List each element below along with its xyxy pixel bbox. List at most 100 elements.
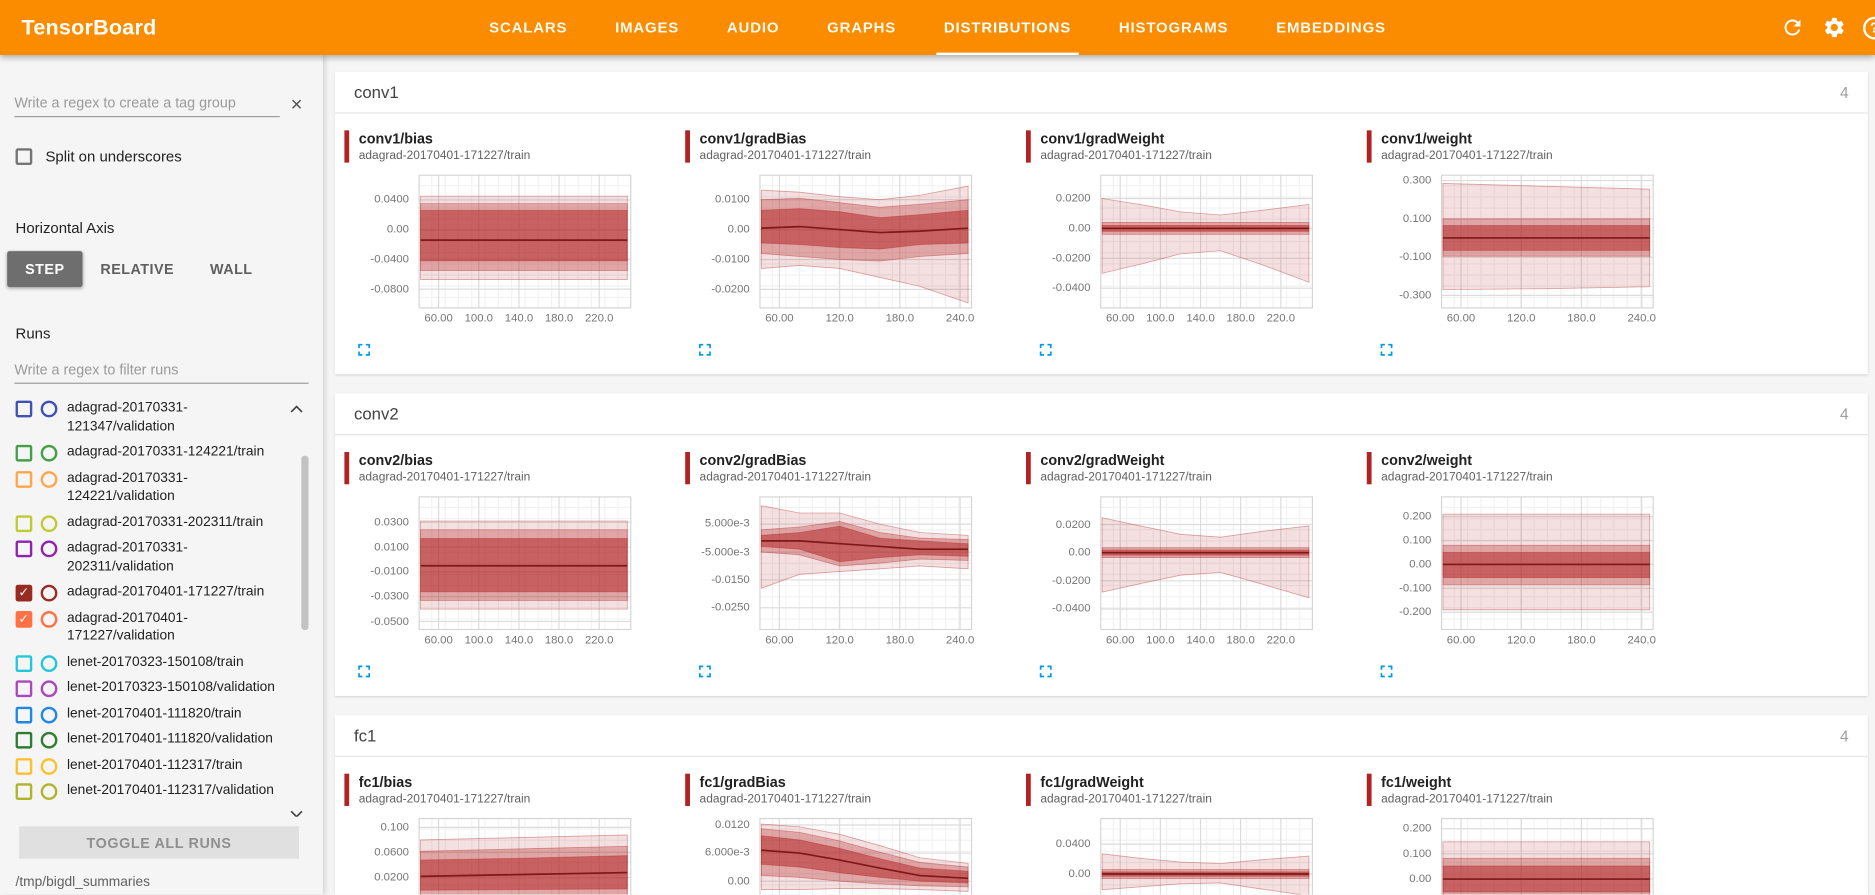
run-checkbox[interactable] (15, 514, 33, 532)
axis-button-step[interactable]: STEP (7, 251, 83, 287)
run-item[interactable]: adagrad-20170331-124221/train (15, 440, 280, 466)
run-radio[interactable] (40, 400, 58, 418)
x-tick-label: 60.00 (424, 312, 453, 326)
settings-icon[interactable] (1821, 14, 1847, 40)
run-item[interactable]: ✓ adagrad-20170401-171227/train (15, 580, 280, 606)
run-radio[interactable] (40, 783, 58, 801)
chart-run-label: adagrad-20170401-171227/train (1040, 792, 1212, 806)
help-icon[interactable]: ? (1863, 16, 1875, 39)
chart-header: conv2/gradBias adagrad-20170401-171227/tr… (685, 452, 1026, 485)
run-checkbox[interactable] (15, 757, 33, 775)
y-axis-labels: 0.300 0.100 -0.100 -0.300 (1367, 174, 1441, 309)
run-checkbox[interactable] (15, 654, 33, 672)
run-radio[interactable] (40, 470, 58, 488)
run-radio[interactable] (40, 654, 58, 672)
section-header-conv2[interactable]: conv2 4 (334, 393, 1868, 436)
tab-audio[interactable]: AUDIO (726, 19, 780, 36)
chart-card-conv2-gradWeight: conv2/gradWeight adagrad-20170401-171227/… (1025, 452, 1367, 682)
split-underscores-row[interactable]: Split on underscores (15, 148, 309, 166)
scroll-up-icon[interactable] (289, 398, 303, 413)
section-header-fc1[interactable]: fc1 4 (334, 715, 1868, 757)
sidebar: × Split on underscores Horizontal Axis S… (0, 55, 323, 895)
run-item[interactable]: lenet-20170401-112317/validation (15, 779, 280, 805)
expand-icon[interactable] (695, 340, 715, 360)
tag-group-regex-input[interactable] (14, 89, 280, 118)
section-header-conv1[interactable]: conv1 4 (334, 72, 1868, 114)
x-axis-labels: 60.00 100.0 140.0 180.0 220.0 (1100, 309, 1313, 328)
run-radio[interactable] (40, 680, 58, 698)
run-label: adagrad-20170401-171227/train (66, 584, 265, 600)
run-checkbox[interactable] (15, 783, 33, 801)
expand-icon[interactable] (1376, 340, 1396, 360)
run-color-bar (685, 452, 690, 485)
run-label: adagrad-20170331-124221/validation (66, 470, 188, 504)
run-item[interactable]: adagrad-20170331-202311/validation (15, 536, 280, 580)
x-tick-label: 120.0 (825, 633, 854, 647)
y-tick-label: -0.0500 (370, 614, 409, 629)
run-checkbox[interactable] (15, 400, 33, 418)
run-checkbox[interactable]: ✓ (15, 610, 33, 628)
expand-icon[interactable] (354, 340, 374, 360)
y-tick-label: -0.0100 (711, 252, 750, 267)
x-tick-label: 220.0 (584, 633, 614, 647)
split-underscores-checkbox[interactable] (15, 148, 33, 166)
run-item[interactable]: lenet-20170323-150108/validation (15, 676, 280, 702)
tab-images[interactable]: IMAGES (615, 19, 680, 36)
run-radio[interactable] (40, 514, 58, 532)
run-item[interactable]: adagrad-20170331-121347/validation (15, 396, 280, 440)
runs-scrollbar-thumb[interactable] (301, 455, 309, 631)
expand-icon[interactable] (1036, 661, 1056, 681)
run-item[interactable]: lenet-20170401-111820/train (15, 702, 280, 728)
tab-distributions[interactable]: DISTRIBUTIONS (920, 0, 1095, 56)
runs-filter-input[interactable] (14, 356, 309, 384)
run-checkbox[interactable] (15, 444, 33, 462)
toggle-all-runs-button[interactable]: TOGGLE ALL RUNS (19, 826, 299, 859)
run-item[interactable]: ✓ adagrad-20170401-171227/validation (15, 606, 280, 650)
x-tick-label: 100.0 (464, 312, 494, 326)
x-tick-label: 180.0 (1567, 633, 1596, 647)
run-item[interactable]: adagrad-20170331-124221/validation (15, 466, 280, 510)
run-color-bar (1025, 452, 1031, 485)
run-checkbox[interactable] (15, 680, 33, 698)
run-checkbox[interactable] (15, 706, 33, 724)
scroll-down-icon[interactable] (289, 804, 303, 817)
chart-run-label: adagrad-20170401-171227/train (699, 792, 872, 806)
section-conv1: conv1 4 conv1/bias adagrad-20170401-171227/… (334, 71, 1868, 375)
run-item[interactable]: lenet-20170401-111820/validation (15, 727, 280, 753)
run-item[interactable]: lenet-20170401-112317/train (15, 753, 280, 779)
run-radio[interactable] (40, 706, 58, 724)
expand-icon[interactable] (1036, 340, 1056, 360)
axis-button-wall[interactable]: WALL (209, 260, 253, 278)
x-tick-label: 60.00 (765, 312, 794, 326)
x-tick-label: 240.0 (1627, 312, 1656, 326)
run-radio[interactable] (40, 610, 58, 628)
tab-embeddings[interactable]: EMBEDDINGS (1276, 19, 1386, 36)
run-item[interactable]: adagrad-20170331-202311/train (15, 510, 280, 536)
run-checkbox[interactable] (15, 470, 33, 488)
run-checkbox[interactable] (15, 540, 33, 558)
x-tick-label: 180.0 (1226, 633, 1255, 647)
run-radio[interactable] (40, 540, 58, 558)
run-radio[interactable] (40, 732, 58, 749)
run-radio[interactable] (40, 757, 58, 775)
run-item[interactable]: lenet-20170323-150108/train (15, 650, 280, 676)
expand-icon[interactable] (354, 661, 374, 681)
close-icon[interactable]: × (290, 93, 303, 116)
run-radio[interactable] (40, 584, 58, 602)
run-checkbox[interactable]: ✓ (15, 584, 33, 602)
run-checkbox[interactable] (15, 732, 33, 749)
tab-graphs[interactable]: GRAPHS (827, 19, 897, 36)
tab-histograms[interactable]: HISTOGRAMS (1118, 19, 1229, 36)
expand-icon[interactable] (695, 661, 715, 681)
axis-button-relative[interactable]: RELATIVE (100, 260, 175, 278)
y-tick-label: 0.00 (1068, 221, 1091, 235)
run-radio[interactable] (40, 444, 58, 462)
x-tick-label: 60.00 (424, 633, 453, 647)
expand-icon[interactable] (1376, 661, 1396, 681)
tab-scalars[interactable]: SCALARS (489, 19, 568, 36)
y-tick-label: 5.000e-3 (704, 517, 750, 531)
refresh-icon[interactable] (1779, 14, 1805, 40)
y-tick-label: 0.100 (1402, 847, 1432, 861)
